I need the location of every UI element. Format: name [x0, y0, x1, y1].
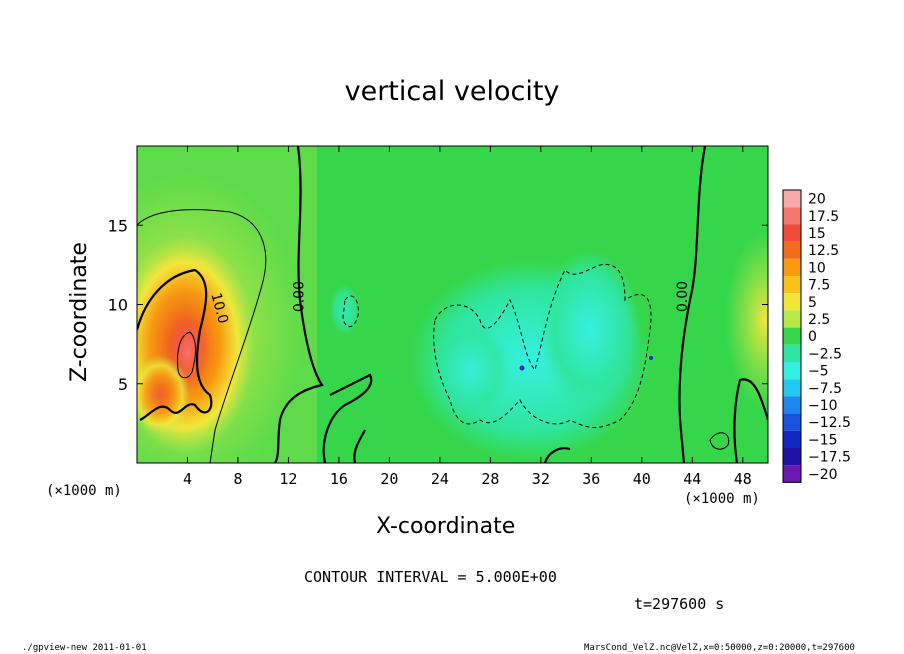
x-axis-label: X-coordinate: [376, 514, 516, 539]
contour-lines: [137, 146, 768, 463]
colorbar-level-label: 10: [808, 260, 826, 276]
colorbar-level-label: −17.5: [808, 450, 851, 466]
colorbar-swatch: [783, 241, 801, 259]
colorbar-level-label: 5: [808, 295, 817, 311]
y-axis: 5 10 15: [108, 216, 768, 394]
contour-0-mid-low: [543, 447, 571, 463]
colorbar-level-label: −5: [808, 364, 829, 380]
contour-label: 0.00: [292, 281, 308, 312]
colorbar-level-label: −20: [808, 467, 838, 483]
contour-labels: 10.0 0.00 0.00: [207, 281, 691, 325]
colorbar-swatch: [783, 190, 801, 208]
colorbar-level-label: −10: [808, 398, 838, 414]
colorbar-level-label: 12.5: [808, 243, 839, 259]
contour-0-right-blob: [709, 432, 730, 450]
chart-title: vertical velocity: [344, 76, 560, 107]
x-unit-label-left: (×1000 m): [46, 483, 122, 499]
heatmap-field: [137, 146, 768, 463]
contour-interval-text: CONTOUR INTERVAL = 5.000E+00: [304, 568, 557, 586]
contour-5-left: [137, 209, 267, 463]
x-tick-label: 36: [582, 470, 600, 488]
colorbar-swatch: [783, 362, 801, 380]
y-tick-label: 5: [118, 375, 128, 394]
colorbar-swatch: [783, 344, 801, 362]
colorbar-swatch: [783, 310, 801, 328]
contour-10-updraft: [137, 268, 213, 421]
x-axis: 4 8 12 16 20 24 28 32 36 40 44 48: [183, 146, 752, 488]
contour-15-core: [177, 331, 196, 379]
colorbar-frame: [782, 189, 802, 483]
y-axis-label: Z-coordinate: [67, 242, 92, 382]
x-tick-label: 4: [183, 470, 192, 488]
x-tick-label: 48: [734, 470, 752, 488]
colorbar-level-label: −12.5: [808, 415, 851, 431]
x-tick-label: 32: [532, 470, 550, 488]
x-tick-label: 24: [431, 470, 449, 488]
contour-0-right: [678, 146, 707, 463]
colorbar-level-label: 17.5: [808, 209, 839, 225]
heatmap-updraft-lower: [137, 355, 190, 435]
colorbar-level-label: 2.5: [808, 312, 830, 328]
contour-neg5-small: [342, 295, 359, 328]
y-tick-label: 10: [108, 296, 128, 315]
colorbar-swatch: [783, 379, 801, 397]
contour-0-right-low: [733, 378, 768, 463]
colorbar-swatch: [783, 396, 801, 414]
contour-0-left: [274, 146, 324, 463]
colorbar-level-label: 0: [808, 329, 817, 345]
x-tick-label: 20: [380, 470, 398, 488]
colorbar-level-label: 15: [808, 226, 826, 242]
x-tick-label: 28: [481, 470, 499, 488]
colorbar-swatch: [783, 258, 801, 276]
colorbar-swatch: [783, 465, 801, 483]
heatmap-right-warm: [725, 230, 768, 410]
heatmap-downdraft-2: [540, 250, 640, 410]
contour-neg5-downdraft: [433, 263, 652, 428]
colorbar-swatch: [783, 293, 801, 311]
heatmap-min-spot-2: [649, 356, 653, 360]
colorbar-swatch: [783, 327, 801, 345]
colorbar-swatch: [783, 448, 801, 466]
colorbar-swatch: [783, 430, 801, 448]
colorbar-swatch: [783, 413, 801, 431]
x-tick-label: 16: [330, 470, 348, 488]
heatmap-downdraft-3: [430, 320, 510, 420]
colorbar-level-label: −7.5: [808, 381, 842, 397]
contour-0-left-low: [322, 373, 373, 463]
colorbar-level-label: −15: [808, 432, 838, 448]
footer-program-date: ./gpview-new 2011-01-01: [22, 643, 147, 653]
x-unit-label-right: (×1000 m): [684, 491, 760, 507]
heatmap-small-down: [330, 285, 360, 335]
colorbar-swatch: [783, 224, 801, 242]
x-tick-label: 44: [683, 470, 701, 488]
colorbar-level-label: −2.5: [808, 346, 842, 362]
colorbar-swatch: [783, 207, 801, 225]
x-tick-label: 8: [233, 470, 242, 488]
colorbar-level-label: 20: [808, 192, 826, 208]
contour-0-left-low-2: [353, 429, 366, 463]
y-tick-label: 15: [108, 216, 128, 235]
x-tick-label: 40: [633, 470, 651, 488]
contour-label: 0.00: [675, 281, 691, 312]
footer-data-source: MarsCond_VelZ.nc@VelZ,x=0:50000,z=0:2000…: [584, 643, 855, 653]
colorbar-level-label: 7.5: [808, 278, 830, 294]
heatmap-min-spot: [519, 365, 525, 371]
contour-label: 10.0: [207, 291, 231, 325]
time-label: t=297600 s: [634, 595, 725, 613]
colorbar-swatch: [783, 276, 801, 294]
x-tick-label: 12: [279, 470, 297, 488]
